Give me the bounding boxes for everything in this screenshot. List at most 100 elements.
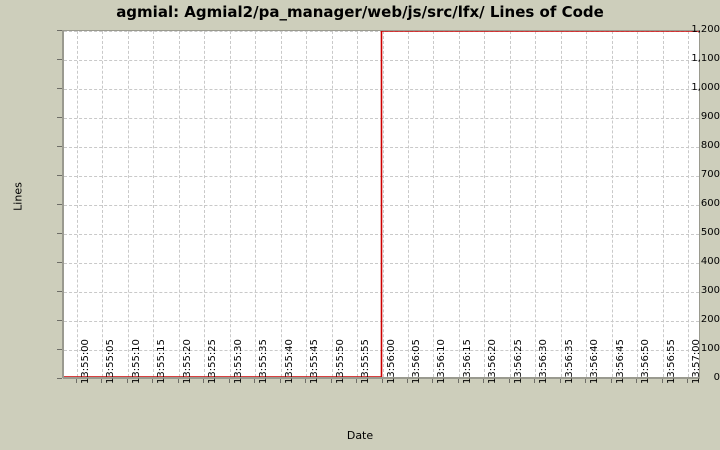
x-tick-label: 13:56:40 — [589, 339, 601, 384]
x-tick-label: 13:56:00 — [385, 339, 397, 384]
x-axis-line — [63, 377, 700, 379]
x-tick-label: 13:55:05 — [105, 339, 117, 384]
y-tick-label: 700 — [700, 169, 720, 180]
x-tick-mark — [381, 379, 383, 383]
chart-title: agmial: Agmial2/pa_manager/web/js/src/lf… — [116, 3, 604, 21]
y-tick-mark — [57, 378, 62, 379]
gridline-vertical — [560, 31, 562, 377]
y-tick-mark — [57, 262, 62, 263]
gridline-vertical — [586, 31, 588, 377]
x-tick-mark — [203, 379, 205, 383]
x-tick-mark — [661, 379, 663, 383]
gridline-vertical — [153, 31, 155, 377]
gridline-vertical — [102, 31, 104, 377]
x-tick-label: 13:55:55 — [360, 339, 372, 384]
x-tick-mark — [687, 379, 689, 383]
gridline-vertical — [229, 31, 231, 377]
gridline-vertical — [407, 31, 409, 377]
x-tick-mark — [457, 379, 459, 383]
gridline-vertical — [611, 31, 613, 377]
x-tick-mark — [101, 379, 103, 383]
gridline-vertical — [662, 31, 664, 377]
y-tick-mark — [57, 233, 62, 234]
x-tick-mark — [559, 379, 561, 383]
gridline-vertical — [509, 31, 511, 377]
x-tick-label: 13:55:45 — [309, 339, 321, 384]
y-tick-label: 300 — [700, 285, 720, 296]
gridline-vertical — [382, 31, 384, 377]
y-tick-label: 100 — [700, 343, 720, 354]
y-tick-mark — [57, 291, 62, 292]
gridline-vertical — [535, 31, 537, 377]
y-tick-label: 1,100 — [691, 53, 720, 64]
gridline-vertical — [331, 31, 333, 377]
gridline-vertical — [204, 31, 206, 377]
x-tick-label: 13:56:30 — [538, 339, 550, 384]
x-tick-label: 13:55:10 — [130, 339, 142, 384]
gridline-vertical — [280, 31, 282, 377]
x-tick-label: 13:55:35 — [258, 339, 270, 384]
y-tick-label: 1,000 — [691, 82, 720, 93]
gridline-vertical — [637, 31, 639, 377]
x-tick-label: 13:55:15 — [156, 339, 168, 384]
x-tick-mark — [254, 379, 256, 383]
x-tick-mark — [610, 379, 612, 383]
x-tick-mark — [585, 379, 587, 383]
x-tick-label: 13:56:15 — [461, 339, 473, 384]
x-tick-label: 13:56:05 — [410, 339, 422, 384]
x-tick-label: 13:55:20 — [181, 339, 193, 384]
x-tick-label: 13:57:00 — [691, 339, 703, 384]
x-tick-mark — [305, 379, 307, 383]
x-tick-label: 13:56:45 — [614, 339, 626, 384]
y-tick-label: 200 — [700, 314, 720, 325]
x-tick-label: 13:55:25 — [207, 339, 219, 384]
x-tick-mark — [636, 379, 638, 383]
x-tick-mark — [75, 379, 77, 383]
x-tick-label: 13:55:30 — [232, 339, 244, 384]
x-tick-label: 13:56:25 — [512, 339, 524, 384]
x-tick-label: 13:56:10 — [436, 339, 448, 384]
y-tick-mark — [57, 320, 62, 321]
y-tick-label: 0 — [713, 372, 720, 383]
y-axis-title: Lines — [11, 182, 25, 211]
gridline-vertical — [357, 31, 359, 377]
x-tick-mark — [406, 379, 408, 383]
gridline-vertical — [255, 31, 257, 377]
y-tick-label: 400 — [700, 256, 720, 267]
gridline-vertical — [688, 31, 690, 377]
gridline-vertical — [76, 31, 78, 377]
x-axis-title: Date — [346, 429, 374, 442]
gridline-vertical — [127, 31, 129, 377]
gridline-vertical — [484, 31, 486, 377]
x-tick-mark — [432, 379, 434, 383]
y-tick-label: 1,200 — [691, 24, 720, 35]
y-tick-mark — [57, 204, 62, 205]
y-tick-mark — [57, 59, 62, 60]
x-tick-label: 13:55:00 — [79, 339, 91, 384]
y-tick-label: 600 — [700, 198, 720, 209]
x-tick-mark — [279, 379, 281, 383]
plot-area — [63, 30, 700, 378]
x-tick-mark — [330, 379, 332, 383]
x-tick-label: 13:55:50 — [334, 339, 346, 384]
gridline-vertical — [433, 31, 435, 377]
x-tick-mark — [126, 379, 128, 383]
y-tick-mark — [57, 175, 62, 176]
x-tick-mark — [356, 379, 358, 383]
x-tick-label: 13:56:50 — [640, 339, 652, 384]
y-tick-label: 500 — [700, 227, 720, 238]
x-tick-mark — [152, 379, 154, 383]
y-tick-mark — [57, 349, 62, 350]
series-line-lines-of-code — [64, 31, 699, 377]
x-tick-mark — [228, 379, 230, 383]
x-tick-mark — [534, 379, 536, 383]
x-tick-mark — [177, 379, 179, 383]
y-tick-mark — [57, 88, 62, 89]
x-tick-label: 13:55:40 — [283, 339, 295, 384]
gridline-vertical — [458, 31, 460, 377]
x-tick-mark — [483, 379, 485, 383]
x-tick-label: 13:56:35 — [563, 339, 575, 384]
gridline-vertical — [178, 31, 180, 377]
x-tick-mark — [508, 379, 510, 383]
